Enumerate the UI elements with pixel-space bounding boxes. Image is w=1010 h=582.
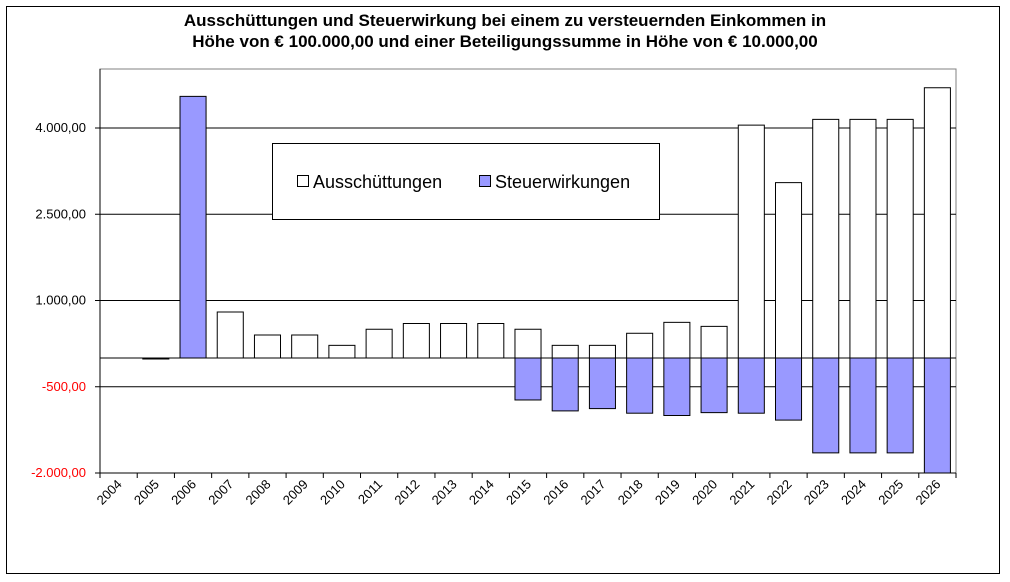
x-tick-label: 2016 <box>540 477 571 508</box>
x-tick-label: 2022 <box>764 477 795 508</box>
x-tick-label: 2010 <box>317 477 348 508</box>
bar-steuerwirkungen-2024 <box>849 357 877 454</box>
bar-ausschttungen-2025 <box>886 118 914 359</box>
x-tick-label: 2014 <box>466 477 497 508</box>
bar-ausschttungen-2009 <box>291 334 319 359</box>
bars <box>142 87 951 474</box>
x-tick-label: 2018 <box>615 477 646 508</box>
y-tick-label: 1.000,00 <box>35 293 86 308</box>
chart-title-line-2: Höhe von € 100.000,00 und einer Beteilig… <box>192 32 818 51</box>
bar-ausschttungen-2024 <box>849 118 877 359</box>
bar-ausschttungen-2023 <box>812 118 840 359</box>
axes <box>95 69 957 478</box>
legend-item-steuerwirkungen: Steuerwirkungen <box>479 172 630 192</box>
bar-ausschttungen-2010 <box>328 344 356 359</box>
bar-ausschttungen-2008 <box>253 334 282 359</box>
bar-steuerwirkungen-2022 <box>774 357 803 421</box>
bar-steuerwirkungen-2017 <box>588 357 616 410</box>
x-tick-label: 2015 <box>503 477 534 508</box>
x-tick-label: 2006 <box>168 477 199 508</box>
x-tick-label: 2004 <box>94 477 125 508</box>
bar-ausschttungen-2020 <box>700 325 728 359</box>
bar-steuerwirkungen-2020 <box>700 357 728 414</box>
bar-ausschttungen-2007 <box>216 311 244 359</box>
bar-ausschttungen-2014 <box>477 323 505 359</box>
x-tick-label: 2020 <box>689 477 720 508</box>
bar-steuerwirkungen-2026 <box>923 357 951 474</box>
legend-swatch-ausschuettungen <box>297 175 309 188</box>
bar-ausschttungen-2013 <box>440 323 468 359</box>
legend-item-ausschuettungen: Ausschüttungen <box>297 172 442 192</box>
x-tick-label: 2005 <box>131 477 162 508</box>
bar-steuerwirkungen-2016 <box>551 357 579 412</box>
bar-steuerwirkungen-2018 <box>626 357 654 414</box>
x-tick-label: 2017 <box>577 477 608 508</box>
bar-steuerwirkungen-2015 <box>514 357 542 401</box>
x-tick-label: 2021 <box>726 477 757 508</box>
bar-steuerwirkungen-2019 <box>663 357 691 416</box>
bar-ausschttungen-2026 <box>923 87 951 359</box>
legend-label-steuerwirkungen: Steuerwirkungen <box>495 172 631 192</box>
bar-ausschttungen-2016 <box>551 344 579 359</box>
legend: Ausschüttungen Steuerwirkungen <box>272 143 660 220</box>
y-tick-label: -2.000,00 <box>31 465 86 480</box>
chart-title: Ausschüttungen und Steuerwirkung bei ein… <box>0 10 1010 52</box>
bar-ausschttungen-2021 <box>737 124 765 359</box>
x-tick-label: 2011 <box>355 477 385 507</box>
bar-ausschttungen-2019 <box>663 321 691 359</box>
x-tick-label: 2023 <box>801 477 832 508</box>
x-tick-label: 2013 <box>429 477 460 508</box>
bar-steuerwirkungen-2021 <box>737 357 765 414</box>
bar-ausschttungen-2015 <box>514 328 542 359</box>
y-tick-label: 2.500,00 <box>35 206 86 221</box>
y-tick-label: -500,00 <box>42 379 86 394</box>
x-tick-label: 2026 <box>912 477 943 508</box>
x-tick-label: 2007 <box>205 477 236 508</box>
y-tick-label: 4.000,00 <box>35 120 86 135</box>
bar-steuerwirkungen-2025 <box>886 357 914 454</box>
chart-title-line-1: Ausschüttungen und Steuerwirkung bei ein… <box>183 11 827 30</box>
x-tick-label: 2012 <box>391 477 422 508</box>
bar-ausschttungen-2011 <box>365 328 393 359</box>
bar-ausschttungen-2017 <box>588 344 616 359</box>
x-tick-label: 2008 <box>243 477 274 508</box>
x-tick-label: 2025 <box>875 477 906 508</box>
x-tick-label: 2024 <box>838 477 869 508</box>
bar-ausschttungen-2012 <box>402 323 430 359</box>
bar-steuerwirkungen-2023 <box>812 357 840 454</box>
bar-ausschttungen-2018 <box>626 332 654 359</box>
x-tick-label: 2019 <box>652 477 683 508</box>
legend-swatch-steuerwirkungen <box>479 175 491 188</box>
x-tick-label: 2009 <box>280 477 311 508</box>
legend-label-ausschuettungen: Ausschüttungen <box>313 172 443 192</box>
bar-steuerwirkungen-2006 <box>179 95 207 359</box>
bar-ausschttungen-2022 <box>774 182 803 359</box>
